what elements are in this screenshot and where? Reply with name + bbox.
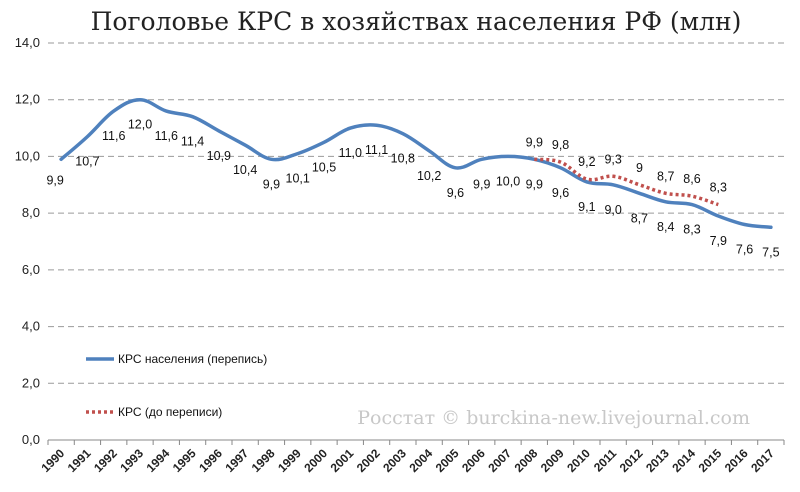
y-tick-label: 6,0 xyxy=(22,262,40,277)
y-tick-label: 12,0 xyxy=(15,92,40,107)
x-tick-label: 2000 xyxy=(301,446,330,475)
data-label-census: 11,0 xyxy=(339,146,362,160)
x-tick-label: 2007 xyxy=(485,446,514,475)
x-tick-label: 1990 xyxy=(38,446,67,475)
y-tick-label: 8,0 xyxy=(22,205,40,220)
legend-label-precensus: КРС (до переписи) xyxy=(118,405,222,419)
x-tick-label: 1995 xyxy=(170,446,199,475)
data-label-census: 10,9 xyxy=(207,149,231,163)
x-tick-label: 1999 xyxy=(275,446,304,475)
data-label-precensus: 8,3 xyxy=(710,181,727,195)
data-label-census: 10,4 xyxy=(233,163,257,177)
data-label-precensus: 8,6 xyxy=(683,172,700,186)
data-label-census: 11,6 xyxy=(155,129,178,143)
x-tick-label: 1993 xyxy=(117,446,146,475)
x-tick-label: 2005 xyxy=(433,446,462,475)
x-tick-label: 1992 xyxy=(91,446,120,475)
data-labels: 9,910,711,612,011,6 11,410,910,49,9 10,110… xyxy=(46,118,779,260)
x-tick-label: 2004 xyxy=(406,446,435,475)
x-tick-label: 1997 xyxy=(222,446,251,475)
data-label-census: 7,6 xyxy=(736,242,753,256)
data-label-census: 10,0 xyxy=(496,174,520,188)
data-label-census: 10,8 xyxy=(391,152,415,166)
x-tick-label: 2010 xyxy=(564,446,593,475)
x-tick-label: 2011 xyxy=(591,446,620,475)
x-tick-label: 2017 xyxy=(748,446,777,475)
legend: КРС населения (перепись) КРС (до перепис… xyxy=(86,352,267,419)
data-label-precensus: 9,3 xyxy=(604,152,621,166)
x-tick-label: 2013 xyxy=(643,446,672,475)
series-line-census xyxy=(59,97,773,230)
data-label-precensus: 9,8 xyxy=(552,138,569,152)
watermark: Росстат © burckina-new.livejournal.com xyxy=(357,407,750,429)
x-tick-label: 1994 xyxy=(144,446,173,475)
x-tick-label: 1996 xyxy=(196,446,225,475)
y-axis-ticks: 0,0 2,0 4,0 6,0 8,0 10,0 12,0 14,0 xyxy=(15,35,40,447)
data-label-census: 11,6 xyxy=(102,129,125,143)
data-label-precensus: 9,2 xyxy=(578,155,595,169)
data-label-census: 9,9 xyxy=(46,173,63,187)
x-tick-label: 2015 xyxy=(696,446,725,475)
series-layer xyxy=(59,97,773,230)
data-label-precensus: 9 xyxy=(636,161,643,175)
data-label-census: 10,7 xyxy=(75,155,99,169)
x-tick-label: 2002 xyxy=(354,446,383,475)
y-tick-label: 0,0 xyxy=(22,432,40,447)
data-label-census: 11,1 xyxy=(365,143,388,157)
gridlines xyxy=(48,42,784,384)
x-tick-label: 2006 xyxy=(459,446,488,475)
data-label-census: 8,4 xyxy=(657,220,674,234)
data-label-census: 12,0 xyxy=(128,118,152,132)
x-tick-label: 2003 xyxy=(380,446,409,475)
data-label-census: 9,9 xyxy=(473,177,490,191)
data-label-census: 8,7 xyxy=(631,211,648,225)
data-label-census: 8,3 xyxy=(683,223,700,237)
legend-label-census: КРС населения (перепись) xyxy=(118,352,267,366)
data-label-precensus: 8,7 xyxy=(657,169,674,183)
x-tick-label: 1998 xyxy=(249,446,278,475)
data-label-census: 10,1 xyxy=(286,172,310,186)
data-label-census: 10,5 xyxy=(312,160,336,174)
x-tick-label: 1991 xyxy=(65,446,94,475)
data-label-census: 9,6 xyxy=(447,186,464,200)
series-line-precensus xyxy=(534,157,719,207)
data-label-census: 9,9 xyxy=(263,177,280,191)
data-label-census: 10,2 xyxy=(417,169,441,183)
y-tick-label: 4,0 xyxy=(22,319,40,334)
x-tick-label: 2009 xyxy=(538,446,567,475)
x-axis: 1990199119921993199419951996199719981999… xyxy=(38,439,785,475)
data-label-census: 9,0 xyxy=(604,203,621,217)
data-label-census: 9,1 xyxy=(578,200,595,214)
data-label-census: 9,6 xyxy=(552,186,569,200)
data-label-census: 7,9 xyxy=(710,234,727,248)
x-tick-label: 2008 xyxy=(512,446,541,475)
x-tick-label: 2014 xyxy=(669,446,698,475)
x-tick-label: 2012 xyxy=(617,446,646,475)
data-label-census: 9,9 xyxy=(526,177,543,191)
x-tick-label: 2016 xyxy=(722,446,751,475)
data-label-precensus: 9,9 xyxy=(526,135,543,149)
data-label-census: 7,5 xyxy=(762,245,779,259)
chart-title: Поголовье КРС в хозяйствах населения РФ … xyxy=(91,7,742,36)
y-tick-label: 14,0 xyxy=(15,35,40,50)
x-tick-label: 2001 xyxy=(328,446,357,475)
y-tick-label: 2,0 xyxy=(22,375,40,390)
data-label-census: 11,4 xyxy=(181,135,204,149)
y-tick-label: 10,0 xyxy=(15,148,40,163)
